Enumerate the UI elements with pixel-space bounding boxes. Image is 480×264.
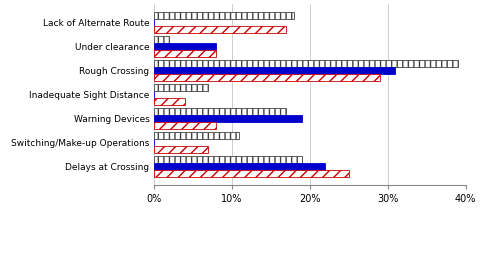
Bar [154,170,348,177]
Bar [154,74,380,81]
Bar [154,115,302,122]
Bar [154,98,185,105]
Bar [154,60,458,67]
Bar [154,157,302,163]
Bar [154,133,240,139]
Bar [154,163,325,170]
Bar [154,50,216,56]
Bar [154,36,169,43]
Bar [154,12,294,19]
Bar [154,43,216,50]
Bar [154,146,208,153]
Bar [154,122,216,129]
Bar [154,67,396,74]
Bar [154,84,208,91]
Bar [154,26,286,32]
Bar [154,109,286,115]
